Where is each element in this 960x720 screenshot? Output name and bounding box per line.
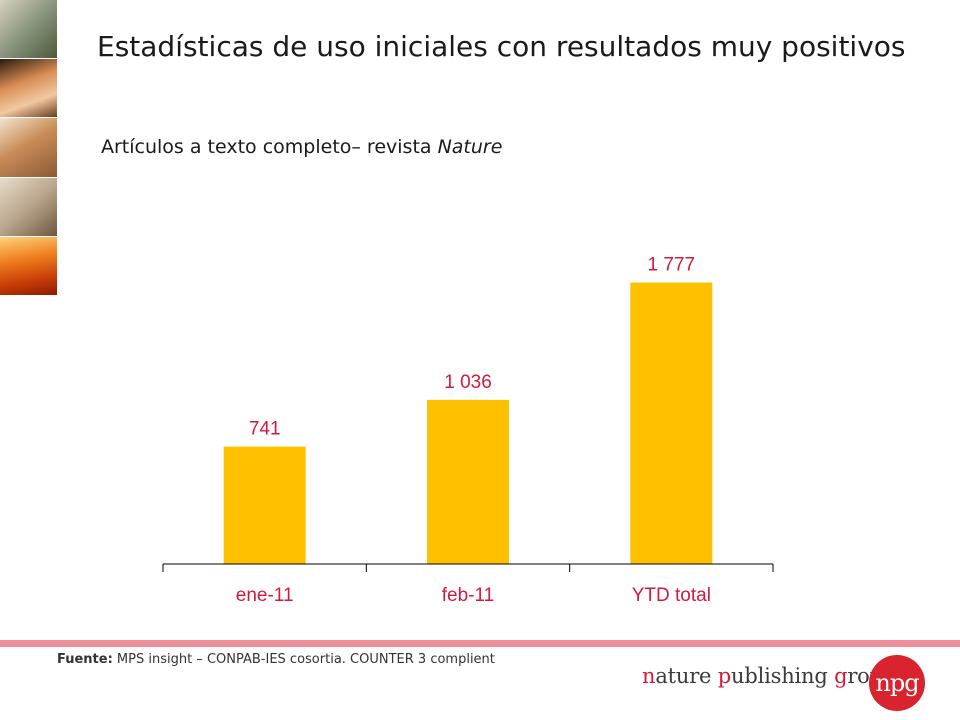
footer-rule: [0, 640, 960, 647]
x-tick-label-1: feb-11: [442, 585, 494, 606]
npg-circle-icon: npg: [869, 655, 925, 711]
bars-group: 741 1 036 1 777: [223, 254, 713, 564]
npg-logo: nature publishing group npg: [642, 655, 942, 712]
bar-2: [630, 282, 713, 564]
lab-photo-4: [0, 177, 57, 237]
source-note: Fuente: MPS insight – CONPAB-IES cosorti…: [57, 652, 495, 667]
chart-subtitle: Artículos a texto completo– revista Natu…: [101, 136, 502, 158]
photo-strip: [0, 0, 57, 297]
value-label-1: 1 036: [444, 372, 492, 393]
bar-1: [427, 399, 509, 564]
lab-photo-2: [0, 59, 57, 119]
source-label: Fuente:: [57, 652, 113, 667]
source-text: MPS insight – CONPAB-IES cosortia. COUNT…: [112, 652, 495, 667]
lab-photo-1: [0, 0, 57, 60]
x-axis: ene-11 feb-11 YTD total: [162, 563, 774, 606]
value-label-2: 1 777: [648, 254, 696, 275]
slide-title: Estadísticas de uso iniciales con result…: [97, 30, 906, 63]
logo-wordmark: nature publishing group: [642, 664, 896, 688]
bar-0: [223, 446, 306, 564]
x-tick-label-0: ene-11: [236, 585, 294, 606]
subtitle-journal: Nature: [437, 136, 503, 158]
lab-photo-3: [0, 118, 57, 178]
bar-chart: 741 1 036 1 777 ene-11 feb-11 YTD total: [162, 254, 774, 606]
x-tick-label-2: YTD total: [632, 585, 711, 606]
lab-photo-5: [0, 236, 57, 297]
value-label-0: 741: [249, 419, 281, 440]
subtitle-text: Artículos a texto completo– revista: [101, 136, 438, 158]
